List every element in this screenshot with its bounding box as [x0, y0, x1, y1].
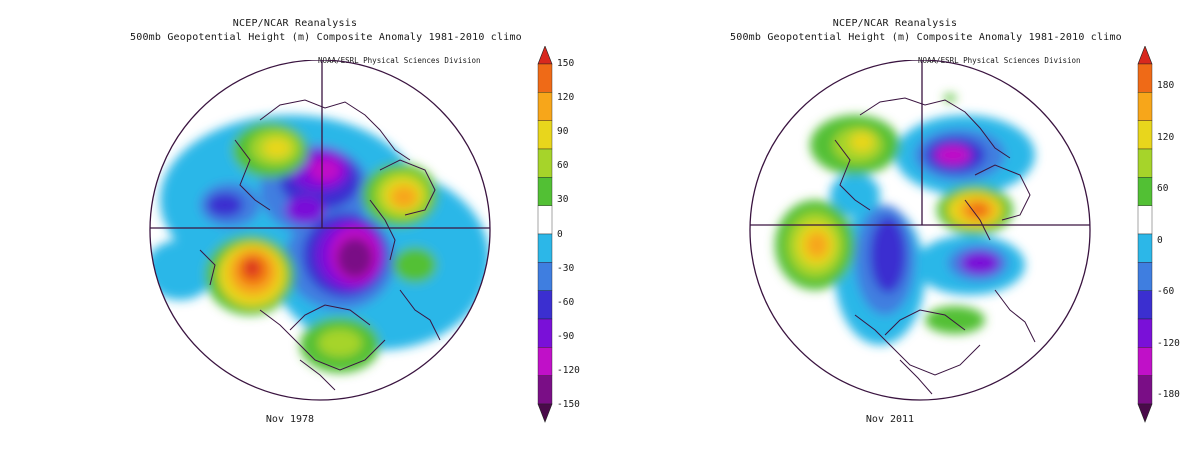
colorbar-segment [537, 375, 553, 405]
map-title-line1: NCEP/NCAR Reanalysis [832, 18, 958, 29]
colorbar-segment [1137, 375, 1153, 405]
colorbar-tick-label: -60 [557, 296, 575, 308]
colorbar-segment [1137, 233, 1153, 263]
colorbar-tick-label: 150 [557, 58, 575, 69]
colorbar-tick-label: 60 [1157, 183, 1169, 194]
colorbar-segment [1137, 92, 1153, 121]
map-title-line2: 500mb Geopotential Height (m) Composite … [730, 32, 1122, 43]
colorbar-tick-label: -60 [1157, 286, 1175, 297]
map-caption: Nov 2011 [865, 414, 915, 425]
anomaly-field [775, 94, 1036, 395]
colorbar-segment [537, 347, 553, 376]
colorbar-tick-label: 0 [1157, 234, 1163, 246]
colorbar-tick-label: 30 [557, 194, 569, 206]
colorbar-tick-label: -120 [557, 364, 580, 376]
colorbar-tick-label: -120 [1157, 337, 1180, 349]
credit-label: NOAA/ESRL Physical Sciences Division [318, 56, 481, 65]
colorbar-tick-label: 120 [1157, 131, 1175, 143]
colorbar-segment [1137, 205, 1153, 235]
anomaly-field [150, 99, 490, 391]
colorbar-segment [537, 177, 553, 206]
colorbar-tick-label: 60 [557, 160, 569, 172]
colorbar-tick-label: -150 [557, 399, 580, 410]
colorbar-tick-label: -30 [557, 262, 575, 274]
colorbar-segment [537, 63, 553, 93]
colorbar-segment [1137, 262, 1153, 291]
map-title-line1: NCEP/NCAR Reanalysis [232, 18, 358, 29]
map-boundary [749, 60, 1091, 401]
colorbar-tick-label: -180 [1157, 389, 1180, 400]
colorbar-segment [1137, 120, 1153, 150]
map-panel-nov-1978: NCEP/NCAR Reanalysis 500mb Geopotential … [130, 18, 580, 425]
colorbar-tick-label: 120 [557, 92, 575, 104]
colorbar-tick-label: 180 [1157, 80, 1175, 91]
colorbar-segment [537, 205, 553, 235]
colorbar-segment [537, 120, 553, 150]
colorbar-segment [1137, 290, 1153, 320]
colorbar-segment [1137, 63, 1153, 93]
colorbar-tick-label: 90 [557, 126, 569, 138]
map-title-line2: 500mb Geopotential Height (m) Composite … [130, 32, 522, 43]
colorbar-segment [1137, 177, 1153, 206]
colorbar [1137, 46, 1153, 423]
colorbar-segment [537, 318, 553, 348]
map-boundary [149, 60, 491, 401]
colorbar-segment [537, 92, 553, 121]
colorbar [537, 46, 553, 423]
colorbar-segment [1137, 318, 1153, 348]
coastlines [834, 97, 1036, 395]
colorbar-segment [1137, 148, 1153, 178]
colorbar-segment [1137, 347, 1153, 376]
credit-label: NOAA/ESRL Physical Sciences Division [918, 56, 1081, 65]
colorbar-segment [537, 148, 553, 178]
colorbar-segment [537, 262, 553, 291]
polar-stereographic-map [149, 60, 491, 401]
coastlines [199, 99, 441, 391]
colorbar-segment [537, 290, 553, 320]
map-panel-nov-2011: NCEP/NCAR Reanalysis 500mb Geopotential … [600, 0, 1200, 467]
colorbar-tick-label: 0 [557, 228, 563, 240]
map-caption: Nov 1978 [265, 414, 315, 425]
colorbar-tick-label: -90 [557, 330, 575, 342]
polar-stereographic-map [749, 60, 1091, 401]
colorbar-segment [537, 233, 553, 263]
